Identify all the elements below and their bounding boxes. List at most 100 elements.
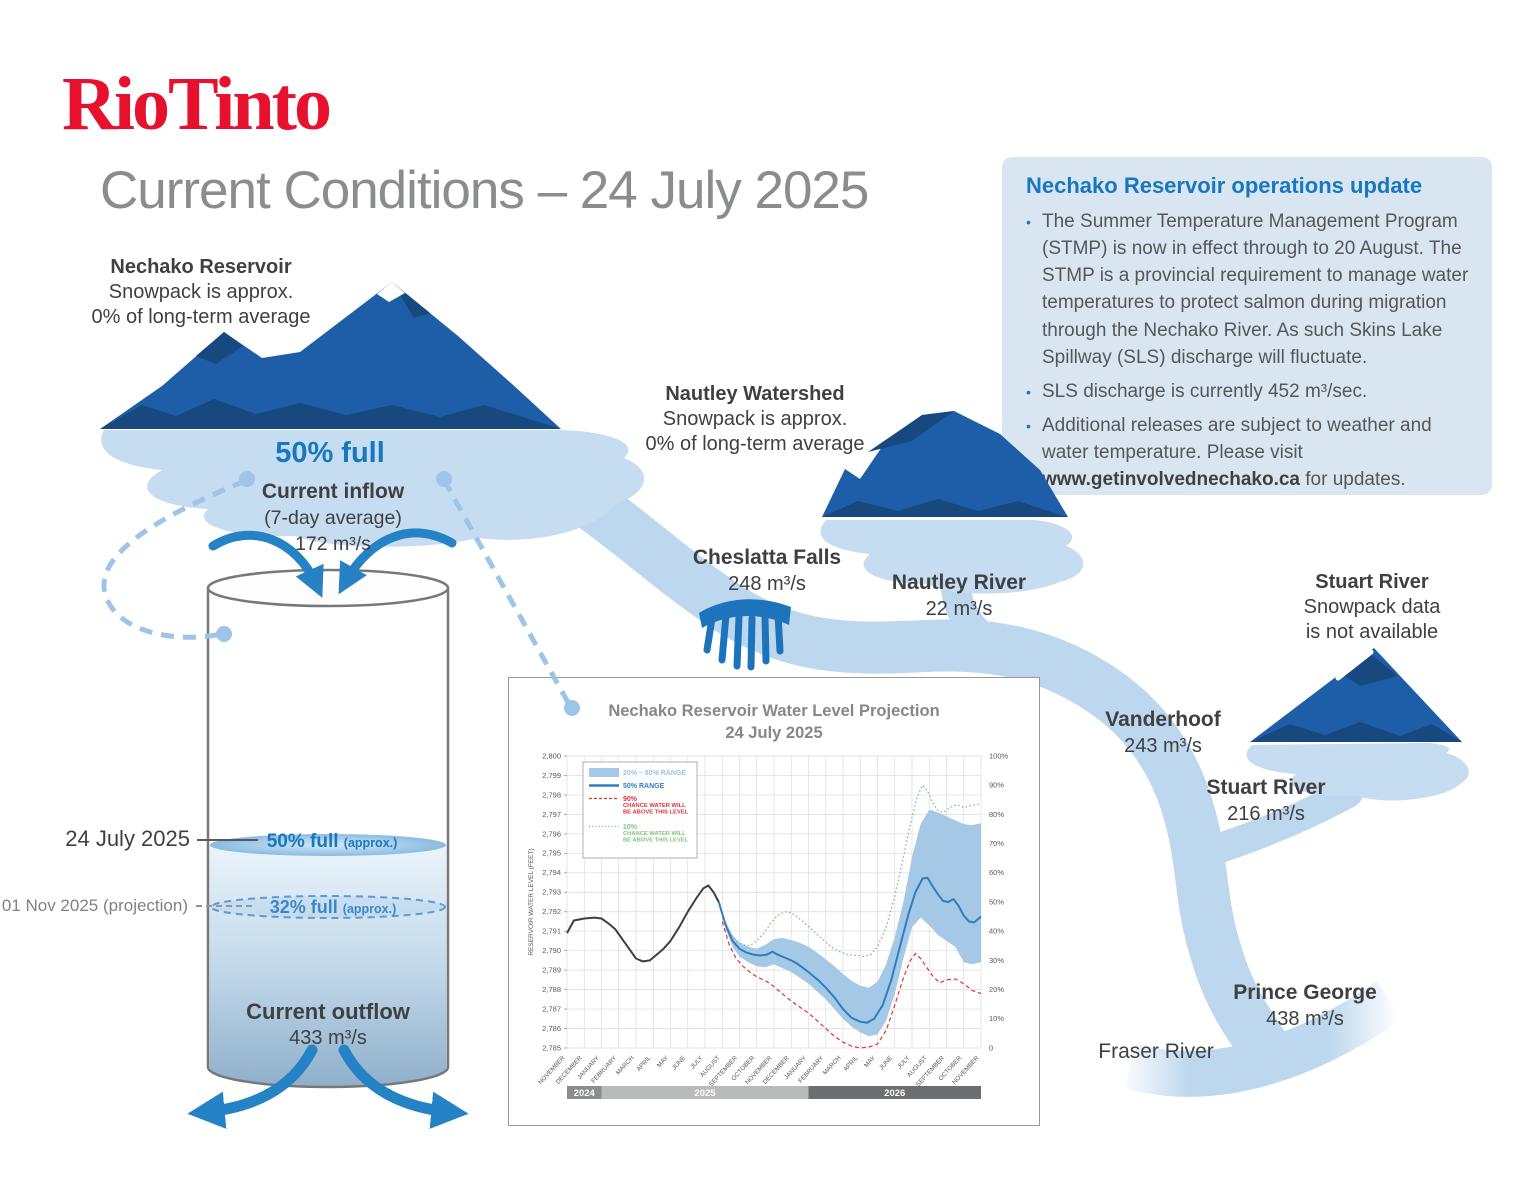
getinvolvednechako-link[interactable]: www.getinvolvednechako.ca	[1042, 469, 1300, 491]
svg-text:BE ABOVE THIS LEVEL: BE ABOVE THIS LEVEL	[623, 810, 689, 816]
chart-legend	[582, 761, 698, 859]
water-level-projection-lens	[210, 895, 446, 919]
svg-text:2,788: 2,788	[542, 985, 561, 994]
level-projection-value: 32% full (approx.)	[269, 897, 397, 917]
water-level-now-lens	[210, 834, 446, 856]
current-outflow-label: Current outflow 433 m³/s	[246, 999, 410, 1049]
update-heading: Nechako Reservoir operations update	[1026, 173, 1423, 198]
level-projection-date: 01 Nov 2025 (projection)	[1, 896, 188, 915]
svg-text:60%: 60%	[989, 868, 1004, 877]
update-bullet-1: • The Summer Temperature Management Prog…	[1026, 208, 1472, 371]
svg-text:100%: 100%	[989, 751, 1009, 760]
svg-text:2,796: 2,796	[542, 829, 561, 838]
vanderhoof-label: Vanderhoof 243 m³/s	[1105, 708, 1221, 757]
svg-text:APRIL: APRIL	[842, 1054, 860, 1073]
svg-text:2,793: 2,793	[542, 888, 561, 897]
nechako-watershed-label: Nechako Reservoir Snowpack is approx. 0%…	[91, 256, 311, 328]
svg-text:2,797: 2,797	[542, 810, 561, 819]
nautley-mountain	[822, 411, 1068, 517]
nautley-river-label: Nautley River 22 m³/s	[891, 571, 1027, 620]
year-bar-2026	[808, 1086, 981, 1099]
bullet-dot-icon: •	[1026, 214, 1031, 230]
svg-text:30%: 30%	[989, 956, 1004, 965]
svg-text:10%: 10%	[623, 824, 638, 831]
svg-text:2025: 2025	[694, 1088, 716, 1099]
snow-line	[1335, 649, 1374, 681]
svg-text:2,795: 2,795	[542, 849, 561, 858]
y-axis-label: RESERVOIR WATER LEVEL (FEET)	[528, 848, 535, 955]
outflow-arrows	[187, 1044, 469, 1129]
svg-text:APRIL: APRIL	[635, 1054, 653, 1073]
nautley-watershed-blob	[820, 520, 1084, 594]
waterfall-icon	[699, 599, 791, 671]
update-bullet-2: • SLS discharge is currently 452 m³/sec.	[1026, 378, 1472, 405]
svg-text:2,798: 2,798	[542, 790, 561, 799]
svg-text:80%: 80%	[989, 810, 1004, 819]
band-20-80	[718, 809, 981, 1037]
stuart-watershed-blob	[1246, 743, 1469, 801]
svg-text:2,789: 2,789	[542, 966, 561, 975]
svg-text:20% – 80% RANGE: 20% – 80% RANGE	[623, 770, 686, 777]
svg-text:2,786: 2,786	[542, 1024, 561, 1033]
svg-text:20%: 20%	[989, 985, 1004, 994]
svg-text:50% RANGE: 50% RANGE	[623, 783, 665, 790]
prince-george-label: Prince George 438 m³/s	[1233, 981, 1377, 1030]
svg-text:2,800: 2,800	[542, 751, 561, 760]
svg-text:2,799: 2,799	[542, 771, 561, 780]
level-now-value: 50% full (approx.)	[266, 831, 398, 852]
svg-text:90%: 90%	[989, 781, 1004, 790]
svg-text:CHANCE WATER WILL: CHANCE WATER WILL	[623, 831, 686, 837]
svg-text:MAY: MAY	[656, 1054, 671, 1069]
svg-text:CHANCE WATER WILL: CHANCE WATER WILL	[623, 803, 686, 809]
svg-text:MARCH: MARCH	[822, 1054, 843, 1076]
svg-text:MARCH: MARCH	[615, 1054, 636, 1076]
operations-update-box: Nechako Reservoir operations update • Th…	[1002, 157, 1492, 495]
svg-text:JUNE: JUNE	[671, 1055, 687, 1072]
cheslatta-falls-label: Cheslatta Falls 248 m³/s	[692, 546, 842, 595]
svg-text:90%: 90%	[623, 796, 638, 803]
historical-line	[566, 884, 720, 963]
bullet-dot-icon: •	[1026, 418, 1031, 435]
nautley-watershed-label: Nautley Watershed Snowpack is approx. 0%…	[645, 383, 865, 455]
svg-text:2,785: 2,785	[542, 1043, 561, 1052]
svg-text:50%: 50%	[989, 897, 1004, 906]
chart-title: Nechako Reservoir Water Level Projection…	[608, 702, 940, 743]
outflow-arrow-right	[338, 1044, 469, 1129]
fraser-river-band	[1123, 981, 1404, 1097]
reservoir-fullness-label: 50% full	[275, 437, 385, 469]
svg-text:JUNE: JUNE	[878, 1055, 894, 1072]
svg-text:2,787: 2,787	[542, 1004, 561, 1013]
stuart-watershed-label: Stuart River Snowpack data is not availa…	[1303, 571, 1441, 643]
stuart-river-label: Stuart River 216 m³/s	[1206, 776, 1326, 825]
page-title: Current Conditions – 24 July 2025	[100, 161, 869, 220]
outflow-arrow-left	[187, 1044, 318, 1129]
inflow-arrow-right	[338, 528, 457, 595]
svg-text:2,794: 2,794	[542, 868, 561, 877]
svg-text:JULY: JULY	[689, 1054, 705, 1070]
svg-text:70%: 70%	[989, 839, 1004, 848]
bullet-dot-icon: •	[1026, 383, 1031, 400]
svg-text:MAY: MAY	[863, 1054, 878, 1069]
snow-cap	[377, 282, 405, 302]
median-line	[717, 876, 982, 1024]
update-bullet-3: • Additional releases are subject to wea…	[1026, 412, 1472, 493]
svg-text:0: 0	[989, 1043, 993, 1052]
svg-text:JULY: JULY	[896, 1054, 912, 1070]
svg-text:2024: 2024	[574, 1088, 596, 1099]
fraser-river-label: Fraser River	[1098, 1040, 1214, 1063]
year-bar-2025	[601, 1086, 809, 1099]
svg-text:2,792: 2,792	[542, 907, 561, 916]
svg-text:2,790: 2,790	[542, 946, 561, 955]
rio-tinto-logo: Rio Tinto	[62, 62, 332, 146]
stuart-river-branch	[1193, 778, 1363, 867]
year-bar-2024	[567, 1086, 602, 1099]
water-level-projection-chart: 2,785 2,786 2,787 2,788 2,789 2,790 2,791 2,792…	[508, 677, 1040, 1126]
level-now-date: 24 July 2025	[65, 826, 190, 851]
reservoir-cylinder	[196, 568, 450, 1089]
svg-text:2026: 2026	[884, 1088, 905, 1099]
current-inflow-label: Current inflow (7-day average) 172 m³/s	[261, 480, 405, 555]
svg-text:2,791: 2,791	[542, 927, 561, 936]
svg-text:10%: 10%	[989, 1014, 1004, 1023]
p90-line	[721, 921, 982, 1049]
